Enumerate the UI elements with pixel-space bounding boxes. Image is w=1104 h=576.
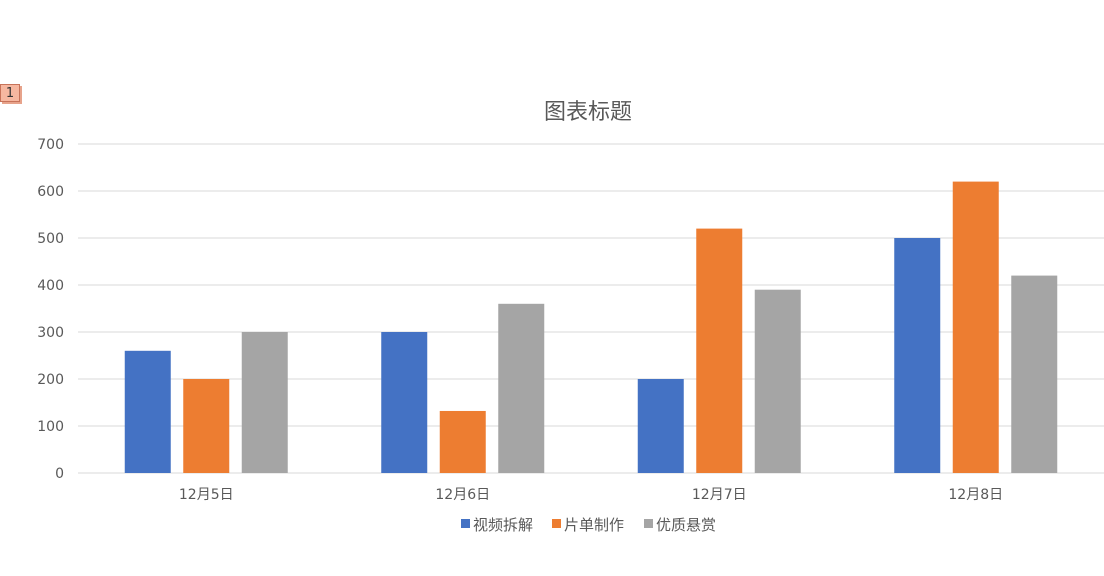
bar-2-3 xyxy=(696,228,743,473)
legend-label-3: 优质悬赏 xyxy=(656,516,716,534)
legend-swatch-1 xyxy=(461,519,470,528)
chart-title: 图表标题 xyxy=(544,100,632,125)
sheet-tag: 1 xyxy=(0,84,20,102)
bar-2-4 xyxy=(952,181,999,473)
bar-3-2 xyxy=(498,303,545,473)
x-tick-label: 12月6日 xyxy=(435,487,490,503)
bar-2-2 xyxy=(439,410,486,473)
bar-1-3 xyxy=(637,379,684,473)
bar-1-4 xyxy=(894,238,941,473)
legend-label-2: 片单制作 xyxy=(564,516,624,534)
bars xyxy=(124,181,1058,473)
legend-swatch-2 xyxy=(552,519,561,528)
y-tick-label: 700 xyxy=(37,137,64,153)
x-axis-ticks: 12月5日 12月6日 12月7日 12月8日 xyxy=(179,487,1003,503)
bar-3-4 xyxy=(1011,275,1058,473)
bar-2-1 xyxy=(183,379,230,473)
bar-3-3 xyxy=(754,289,801,473)
y-tick-label: 600 xyxy=(37,184,64,200)
y-tick-label: 100 xyxy=(37,419,64,435)
bar-1-1 xyxy=(124,350,171,473)
y-tick-label: 200 xyxy=(37,372,64,388)
y-tick-label: 300 xyxy=(37,325,64,341)
bar-1-2 xyxy=(381,332,428,473)
x-tick-label: 12月8日 xyxy=(948,487,1003,503)
y-axis-ticks: 0 100 200 300 400 500 600 700 xyxy=(37,137,64,482)
bar-3-1 xyxy=(241,332,288,473)
x-tick-label: 12月5日 xyxy=(179,487,234,503)
y-tick-label: 0 xyxy=(55,466,64,482)
legend: 视频拆解 片单制作 优质悬赏 xyxy=(461,516,716,534)
legend-label-1: 视频拆解 xyxy=(473,516,533,534)
gridlines xyxy=(78,143,1104,474)
y-tick-label: 500 xyxy=(37,231,64,247)
x-tick-label: 12月7日 xyxy=(692,487,747,503)
legend-swatch-3 xyxy=(644,519,653,528)
y-tick-label: 400 xyxy=(37,278,64,294)
